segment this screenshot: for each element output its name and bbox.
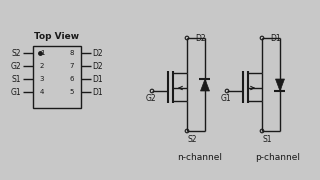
Text: 6: 6	[70, 76, 74, 82]
Text: D1: D1	[93, 87, 103, 96]
Text: D2: D2	[93, 62, 103, 71]
Circle shape	[260, 36, 264, 40]
Text: G1: G1	[221, 93, 231, 102]
Text: G2: G2	[146, 93, 156, 102]
Text: p-channel: p-channel	[255, 154, 300, 163]
Text: n-channel: n-channel	[178, 154, 222, 163]
Circle shape	[185, 129, 189, 133]
Text: 1: 1	[40, 50, 44, 56]
Circle shape	[260, 129, 264, 133]
Text: 8: 8	[70, 50, 74, 56]
Text: S2: S2	[187, 134, 197, 143]
Text: 2: 2	[40, 63, 44, 69]
Text: D1: D1	[270, 33, 281, 42]
Text: 4: 4	[40, 89, 44, 95]
Circle shape	[185, 36, 189, 40]
Text: S1: S1	[262, 134, 272, 143]
Polygon shape	[201, 79, 210, 91]
Text: D1: D1	[93, 75, 103, 84]
Text: G1: G1	[11, 87, 21, 96]
Text: Top View: Top View	[35, 31, 80, 40]
Polygon shape	[276, 79, 284, 91]
Circle shape	[150, 89, 154, 93]
Text: S2: S2	[11, 48, 21, 57]
Text: 5: 5	[70, 89, 74, 95]
Text: D2: D2	[195, 33, 206, 42]
Text: G2: G2	[11, 62, 21, 71]
Text: 7: 7	[70, 63, 74, 69]
Circle shape	[225, 89, 229, 93]
Text: 3: 3	[40, 76, 44, 82]
Text: S1: S1	[11, 75, 21, 84]
Text: D2: D2	[93, 48, 103, 57]
Bar	[33, 46, 81, 108]
